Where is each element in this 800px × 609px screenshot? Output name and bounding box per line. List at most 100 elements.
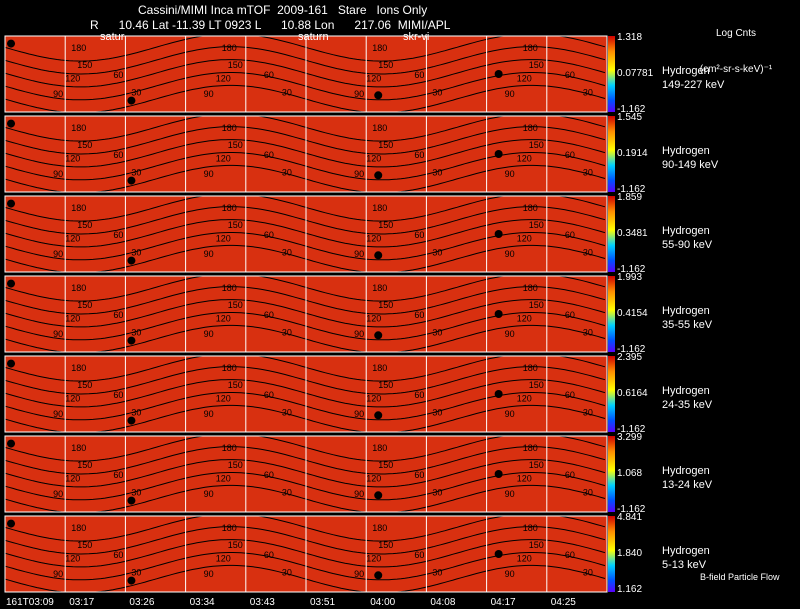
contour-label: 30 (583, 487, 593, 497)
energy-panel: 1801501209060301801501209060301801501209… (4, 273, 615, 354)
planet-marker (374, 411, 383, 420)
panel-frame (4, 115, 608, 193)
contour-label: 180 (222, 363, 237, 373)
contour-label: 120 (65, 314, 80, 324)
contour-label: 120 (517, 554, 532, 564)
contour-label: 120 (65, 234, 80, 244)
contour-label: 90 (505, 409, 515, 419)
panel-frame (4, 435, 608, 513)
contour-label: 180 (222, 203, 237, 213)
colorbar-value: 1.545 (617, 112, 643, 123)
planet-marker (494, 390, 503, 398)
contour-label: 120 (366, 154, 381, 164)
contour-label: 90 (354, 489, 364, 499)
contour-label: 150 (529, 540, 544, 550)
contour-label: 150 (378, 60, 393, 70)
planet-marker (127, 496, 136, 505)
planet-marker (127, 96, 136, 105)
contour-label: 150 (529, 140, 544, 150)
contour-label: 30 (131, 167, 141, 177)
colorbar-value: 0.4154 (617, 308, 648, 319)
contour-label: 90 (354, 249, 364, 259)
planet-marker (374, 491, 383, 500)
contour-label: 60 (264, 150, 274, 160)
contour-label: 150 (378, 460, 393, 470)
panel-label: Hydrogen 55-90 keV (662, 224, 712, 252)
energy-range-label: 24-35 keV (662, 399, 713, 411)
contour-line (4, 379, 606, 408)
contour-label: 30 (583, 567, 593, 577)
contour-label: 120 (216, 394, 231, 404)
planet-marker (7, 439, 16, 448)
colorbar (608, 36, 615, 112)
colorbar (608, 116, 615, 192)
panel-label: Hydrogen 149-227 keV (662, 64, 724, 92)
contour-label: 180 (372, 283, 387, 293)
contour-label: 90 (204, 569, 214, 579)
contour-label: 180 (372, 43, 387, 53)
contour-label: 90 (204, 329, 214, 339)
contour-label: 120 (366, 474, 381, 484)
species-label: Hydrogen (662, 305, 710, 317)
planet-marker (494, 150, 503, 158)
contour-label: 150 (228, 300, 243, 310)
contour-label: 30 (583, 407, 593, 417)
contour-line (4, 392, 606, 421)
contour-label: 150 (228, 460, 243, 470)
contour-label: 180 (372, 123, 387, 133)
contour-label: 90 (53, 169, 63, 179)
contour-label: 60 (414, 390, 424, 400)
planet-marker (127, 256, 136, 265)
contour-label: 150 (77, 300, 92, 310)
colorbar-value: 4.841 (617, 512, 643, 523)
contour-label: 90 (505, 569, 515, 579)
contour-label: 120 (517, 74, 532, 84)
units-label: Log Cnts (cm²-sr-s-keV)⁻¹ (686, 4, 786, 88)
colorbar-value: -1.162 (617, 104, 646, 115)
planet-marker (494, 550, 503, 558)
species-label: Hydrogen (662, 545, 710, 557)
energy-panel: 1801501209060301801501209060301801501209… (4, 193, 615, 274)
colorbar-value: -1.162 (617, 264, 646, 275)
contour-label: 120 (517, 154, 532, 164)
colorbar-value: -1.162 (617, 504, 646, 515)
contour-label: 150 (77, 220, 92, 230)
contour-label: 60 (113, 150, 123, 160)
contour-label: 30 (282, 167, 292, 177)
contour-label: 90 (354, 569, 364, 579)
planet-marker (374, 331, 383, 340)
contour-label: 60 (565, 390, 575, 400)
colorbar (608, 196, 615, 272)
contour-label: 30 (282, 407, 292, 417)
contour-label: 60 (414, 550, 424, 560)
contour-line (4, 472, 606, 501)
contour-label: 60 (264, 550, 274, 560)
contour-label: 180 (523, 283, 538, 293)
colorbar-value: 1.993 (617, 272, 643, 283)
contour-label: 30 (131, 407, 141, 417)
contour-label: 120 (366, 234, 381, 244)
contour-label: 150 (378, 380, 393, 390)
contour-label: 180 (222, 443, 237, 453)
energy-range-label: 55-90 keV (662, 239, 713, 251)
colorbar (608, 516, 615, 592)
contour-label: 90 (505, 89, 515, 99)
contour-label: 180 (71, 283, 86, 293)
contour-label: 180 (523, 43, 538, 53)
contour-label: 60 (264, 310, 274, 320)
contour-label: 90 (53, 489, 63, 499)
contour-label: 60 (113, 70, 123, 80)
panel-frame (4, 515, 608, 593)
contour-label: 120 (65, 74, 80, 84)
contour-label: 180 (372, 523, 387, 533)
planet-marker (7, 39, 16, 48)
contour-label: 60 (113, 230, 123, 240)
contour-label: 150 (77, 460, 92, 470)
planet-marker (374, 251, 383, 260)
contour-line (4, 232, 606, 261)
contour-label: 150 (529, 220, 544, 230)
contour-label: 60 (414, 470, 424, 480)
panel-frame (4, 35, 608, 113)
contour-label: 60 (264, 470, 274, 480)
contour-label: 30 (282, 327, 292, 337)
